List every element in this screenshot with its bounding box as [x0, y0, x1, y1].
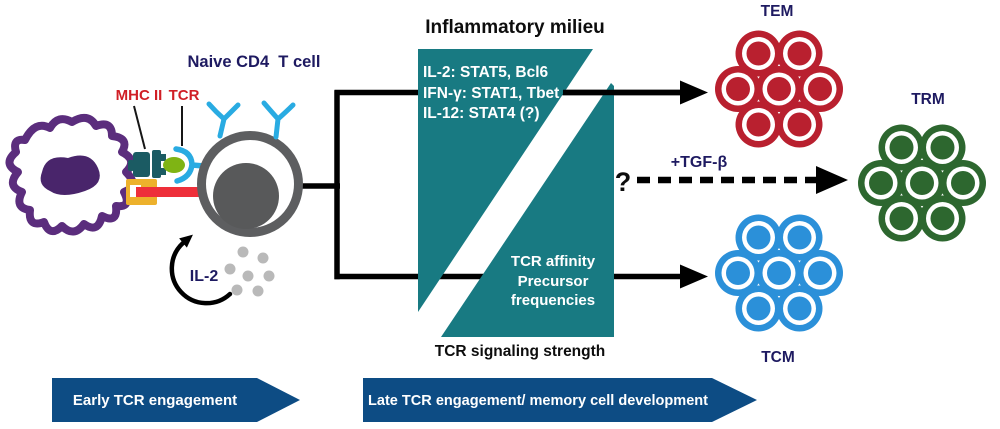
il2-feedback-arrow [169, 240, 233, 306]
milieu-lower-panel [441, 83, 614, 337]
trm-pathway: ? +TGF-β [615, 154, 848, 197]
tcm-label: TCM [761, 349, 795, 366]
il2-dots [224, 246, 275, 297]
arrowhead-trm-icon [816, 166, 848, 194]
affinity-line-1: TCR affinity [511, 253, 596, 270]
il2-arrowhead-icon [179, 234, 193, 248]
question-mark: ? [615, 167, 632, 197]
affinity-line-3: frequencies [511, 292, 595, 309]
antigen-presenting-cell [5, 113, 137, 236]
mhc2-label: MHC II [116, 87, 163, 104]
signal-bar [136, 187, 206, 197]
tem-label: TEM [761, 3, 794, 20]
apc-nucleus [40, 155, 100, 195]
banner-late-label: Late TCR engagement/ memory cell develop… [368, 392, 708, 409]
banner-early [52, 378, 300, 422]
mhc2-pointer-line [133, 105, 146, 150]
milieu-upper-panel [418, 49, 593, 312]
arrowhead-tcm-icon [680, 264, 708, 289]
il2-label: IL-2 [190, 268, 219, 285]
peptide-antigen [163, 157, 185, 173]
banner-late [363, 378, 757, 422]
milieu-line-2: IFN-γ: STAT1, Tbet [423, 85, 559, 102]
milieu-title: Inflammatory milieu [425, 17, 605, 38]
il2-autocrine-loop [169, 234, 275, 306]
inflammatory-milieu-box: IL-2: STAT5, Bcl6 IFN-γ: STAT1, Tbet IL-… [418, 49, 682, 337]
naive-tcell-label: Naive CD4 T cell [188, 53, 321, 71]
trm-label: TRM [911, 91, 945, 108]
y-receptor-right-icon [261, 100, 296, 140]
cd4-notch [130, 185, 141, 197]
affinity-line-2: Precursor [518, 273, 589, 290]
timeline-banners: Early TCR engagement Late TCR engagement… [52, 378, 757, 422]
tcell-nucleus [213, 163, 279, 229]
arrowhead-tem-icon [680, 80, 708, 105]
tcr-label: TCR [169, 87, 200, 104]
tgf-beta-label: +TGF-β [671, 154, 728, 171]
tcr-signaling-label: TCR signaling strength [435, 343, 606, 360]
immune-synapse [126, 105, 207, 205]
naive-t-cell [197, 100, 303, 237]
milieu-line-3: IL-12: STAT4 (?) [423, 105, 540, 122]
milieu-line-1: IL-2: STAT5, Bcl6 [423, 64, 549, 81]
y-receptor-left-icon [206, 101, 241, 139]
banner-early-label: Early TCR engagement [73, 392, 237, 409]
mhc2-molecule [128, 150, 166, 178]
